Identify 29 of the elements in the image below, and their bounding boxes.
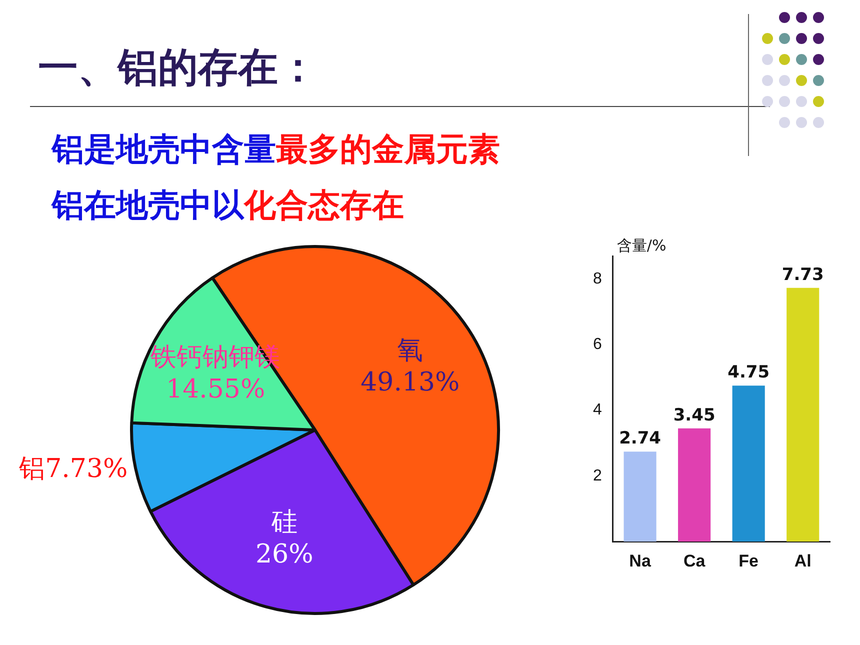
slice-label: 铝7.73% — [18, 454, 128, 484]
text: 铝在地壳中以 — [52, 186, 244, 224]
text: 铝是地壳中含量 — [52, 130, 276, 168]
data-label: 3.45 — [673, 405, 716, 426]
y-tick-label: 2 — [592, 467, 602, 484]
bar — [732, 386, 765, 542]
text: 化合态存在 — [244, 186, 404, 224]
bar — [786, 288, 820, 542]
data-label: 7.73 — [782, 264, 824, 285]
bar — [678, 428, 711, 542]
x-tick-label: Al — [794, 551, 812, 570]
y-tick-label: 8 — [592, 270, 602, 288]
data-label: 26% — [255, 539, 314, 570]
bar — [624, 452, 656, 542]
data-label: 4.75 — [728, 362, 770, 383]
data-label: 2.74 — [619, 428, 662, 449]
y-tick-label: 6 — [592, 336, 602, 354]
y-tick-label: 4 — [592, 402, 602, 419]
slice-label: 铁钙钠钾镁 — [150, 342, 281, 372]
slice-label: 氧 — [397, 335, 424, 366]
y-axis-title: 含量/% — [616, 236, 666, 254]
text: 最多的金属元素 — [276, 130, 500, 168]
chart-title: 一、铝的存在： — [38, 44, 318, 93]
data-label: 49.13% — [360, 367, 460, 398]
data-label: 14.55% — [166, 374, 266, 404]
x-tick-label: Ca — [683, 551, 706, 570]
x-tick-label: Fe — [738, 551, 759, 570]
x-tick-label: Na — [629, 551, 652, 570]
slice-label: 硅 — [270, 507, 298, 538]
